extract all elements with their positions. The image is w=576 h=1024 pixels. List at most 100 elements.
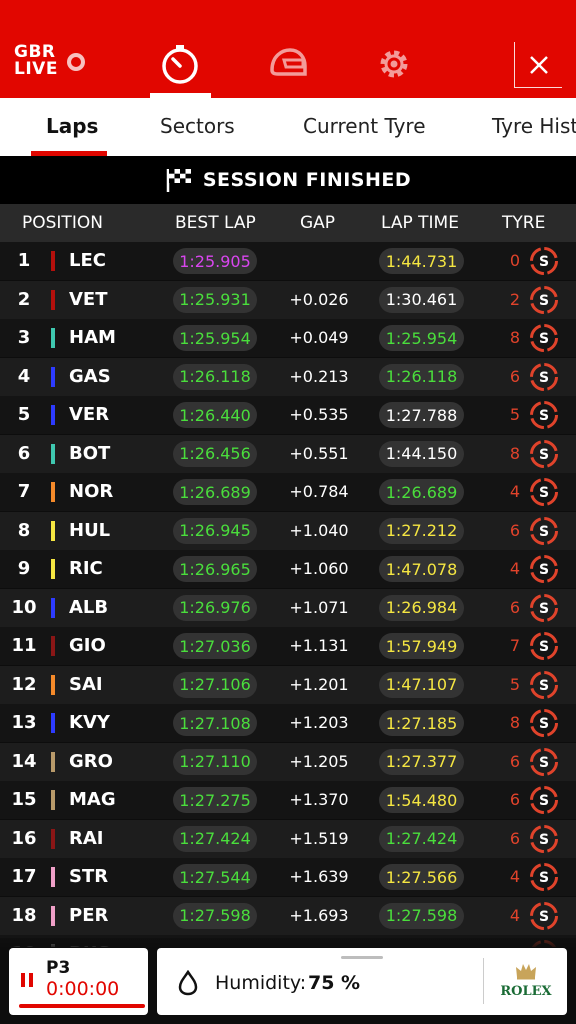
row-driver: RIC (69, 558, 103, 579)
row-tyre-age: 6 (509, 520, 520, 540)
svg-text:S: S (539, 909, 549, 925)
soft-tyre-icon: S (530, 632, 558, 660)
svg-text:S: S (539, 408, 549, 424)
team-color-bar (51, 790, 55, 810)
row-position: 11 (11, 635, 37, 656)
row-tyre-age: 4 (509, 867, 520, 886)
row-lap-time: 1:26.689 (379, 479, 464, 505)
table-row[interactable]: 1 LEC 1:25.905 1:44.731 0 S (0, 242, 576, 280)
table-row[interactable]: 12 SAI 1:27.106 +1.201 1:47.107 5 S (0, 665, 576, 704)
pause-icon[interactable] (19, 972, 35, 988)
row-best-lap: 1:27.110 (173, 748, 257, 775)
close-button[interactable] (514, 42, 562, 88)
svg-text:S: S (539, 524, 549, 540)
row-lap-time: 1:54.480 (379, 787, 464, 813)
row-gap: +1.519 (289, 828, 349, 848)
row-tyre-age: 8 (509, 443, 520, 463)
row-lap-time: 1:27.566 (379, 864, 464, 890)
soft-tyre-icon: S (530, 247, 558, 275)
tab-current-tyre[interactable]: Current Tyre (303, 114, 426, 138)
team-color-bar (51, 828, 55, 849)
gear-icon[interactable] (370, 40, 418, 88)
table-row[interactable]: 13 KVY 1:27.108 +1.203 1:27.185 8 S (0, 704, 576, 742)
water-drop-icon (178, 970, 198, 996)
svg-text:S: S (539, 755, 549, 771)
soft-tyre-icon: S (530, 593, 558, 622)
table-row[interactable]: 11 GIO 1:27.036 +1.131 1:57.949 7 S (0, 627, 576, 665)
row-driver: SAI (69, 673, 103, 695)
table-row[interactable]: 17 STR 1:27.544 +1.639 1:27.566 4 S (0, 858, 576, 896)
header-best-lap: BEST LAP (175, 213, 256, 233)
row-position: 7 (17, 481, 31, 502)
soft-tyre-icon: S (530, 747, 558, 776)
table-row[interactable]: 7 NOR 1:26.689 +0.784 1:26.689 4 S (0, 473, 576, 511)
table-row[interactable]: 4 GAS 1:26.118 +0.213 1:26.118 6 S (0, 357, 576, 396)
row-tyre-age: 7 (509, 636, 520, 655)
soft-tyre-icon: S (530, 555, 558, 583)
row-position: 1 (17, 250, 31, 271)
table-row[interactable]: 10 ALB 1:26.976 +1.071 1:26.984 6 S (0, 588, 576, 627)
rolex-text: ROLEX (500, 984, 552, 999)
table-row[interactable]: 14 GRO 1:27.110 +1.205 1:27.377 6 S (0, 742, 576, 781)
header-position: POSITION (22, 213, 103, 233)
team-color-bar (51, 559, 55, 579)
tab-tyre-history[interactable]: Tyre History (492, 114, 576, 138)
svg-text:S: S (539, 331, 549, 347)
soft-tyre-icon: S (530, 709, 558, 737)
row-best-lap: 1:27.036 (173, 633, 257, 659)
soft-tyre-icon: S (530, 670, 558, 699)
row-position: 4 (17, 365, 31, 387)
row-tyre-age: 6 (509, 790, 520, 809)
row-lap-time: 1:26.118 (379, 363, 464, 390)
team-color-bar (51, 597, 55, 618)
weather-card[interactable]: Humidity: 75 % ROLEX (157, 948, 567, 1015)
column-headers: POSITION BEST LAP GAP LAP TIME TYRE (0, 204, 576, 242)
team-color-bar (51, 289, 55, 310)
row-gap: +0.784 (289, 482, 349, 501)
gbr-live-logo: GBR LIVE (14, 44, 94, 84)
tab-sectors[interactable]: Sectors (160, 114, 235, 138)
table-row[interactable]: 5 VER 1:26.440 +0.535 1:27.788 5 S (0, 396, 576, 434)
row-driver: STR (69, 866, 109, 887)
row-lap-time: 1:26.984 (379, 594, 464, 621)
table-row[interactable]: 15 MAG 1:27.275 +1.370 1:54.480 6 S (0, 781, 576, 819)
row-best-lap: 1:27.544 (173, 864, 257, 890)
session-timer-card[interactable]: P3 0:00:00 (9, 948, 148, 1015)
row-best-lap: 1:26.965 (173, 556, 257, 582)
row-tyre-age: 8 (509, 328, 520, 347)
table-row[interactable]: 9 RIC 1:26.965 +1.060 1:47.078 4 S (0, 550, 576, 588)
team-color-bar (51, 713, 55, 733)
checkered-flag-icon (166, 169, 191, 192)
row-gap: +1.370 (289, 790, 349, 809)
table-row[interactable]: 2 VET 1:25.931 +0.026 1:30.461 2 S (0, 280, 576, 319)
soft-tyre-icon: S (530, 285, 558, 314)
row-lap-time: 1:25.954 (379, 325, 464, 351)
timer-position: P3 (46, 958, 71, 978)
svg-text:S: S (539, 678, 549, 694)
row-position: 5 (17, 404, 31, 425)
table-row[interactable]: 6 BOT 1:26.456 +0.551 1:44.150 8 S (0, 434, 576, 473)
soft-tyre-icon: S (530, 362, 558, 391)
helmet-icon[interactable] (264, 40, 312, 88)
table-row[interactable]: 8 HUL 1:26.945 +1.040 1:27.212 6 S (0, 511, 576, 550)
row-driver: KVY (69, 712, 110, 733)
team-color-bar (51, 905, 55, 926)
row-best-lap: 1:27.108 (173, 710, 257, 736)
humidity-value: 75 % (308, 972, 361, 994)
stopwatch-icon[interactable] (156, 40, 204, 88)
timer-time: 0:00:00 (46, 978, 120, 1000)
drag-handle[interactable] (341, 956, 383, 959)
row-position: 13 (11, 712, 37, 733)
live-indicator-icon (67, 53, 85, 71)
table-row[interactable]: 3 HAM 1:25.954 +0.049 1:25.954 8 S (0, 319, 576, 357)
table-row[interactable]: 18 PER 1:27.598 +1.693 1:27.598 4 S (0, 896, 576, 935)
tab-laps[interactable]: Laps (46, 114, 99, 138)
svg-text:S: S (539, 601, 549, 617)
row-gap: +1.060 (289, 559, 349, 578)
row-position: 6 (17, 442, 31, 464)
svg-text:S: S (539, 793, 549, 809)
table-row[interactable]: 16 RAI 1:27.424 +1.519 1:27.424 6 S (0, 819, 576, 858)
team-color-bar (51, 251, 55, 271)
logo-line2: LIVE (14, 59, 58, 79)
row-position: 9 (17, 558, 31, 579)
